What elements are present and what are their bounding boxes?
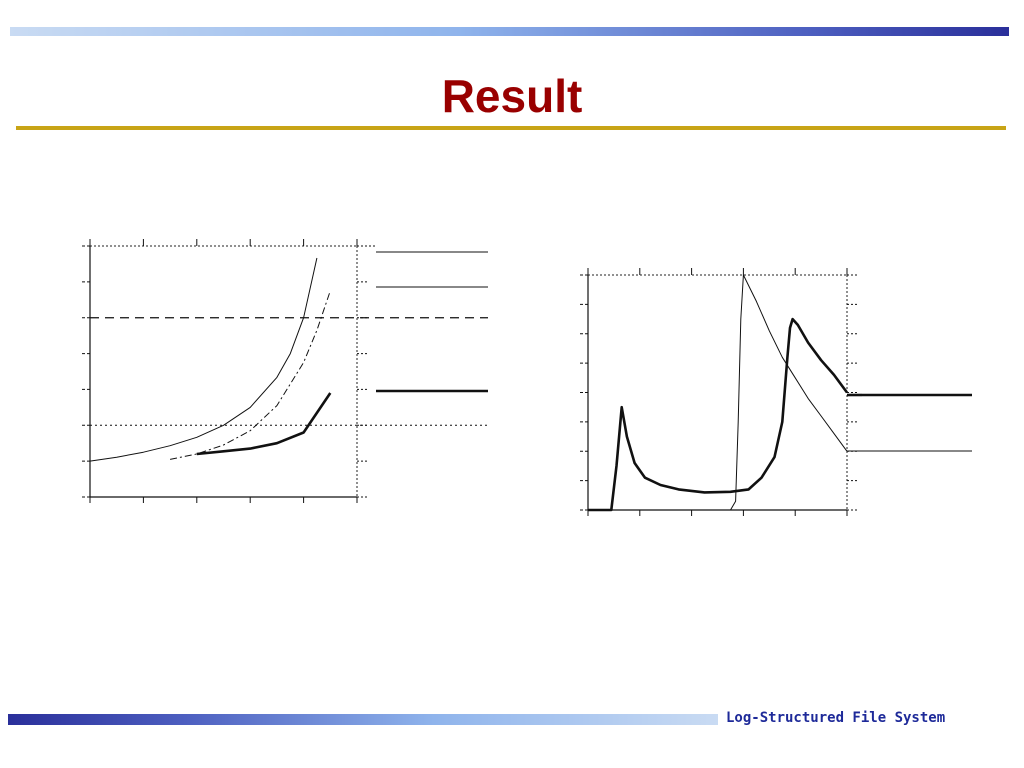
bottom-gradient-bar xyxy=(8,714,718,725)
title-divider xyxy=(16,126,1006,130)
top-gradient-bar xyxy=(10,27,1009,36)
series-line-lfs-cost-benefit xyxy=(196,392,332,456)
slide-title: Result xyxy=(441,70,583,122)
series-line-lfs-greedy xyxy=(588,274,848,511)
footer-title: Log-Structured File System xyxy=(726,710,946,726)
series-line-lfs-cost-benefit xyxy=(588,317,849,512)
series-line-no-variance xyxy=(89,257,318,462)
